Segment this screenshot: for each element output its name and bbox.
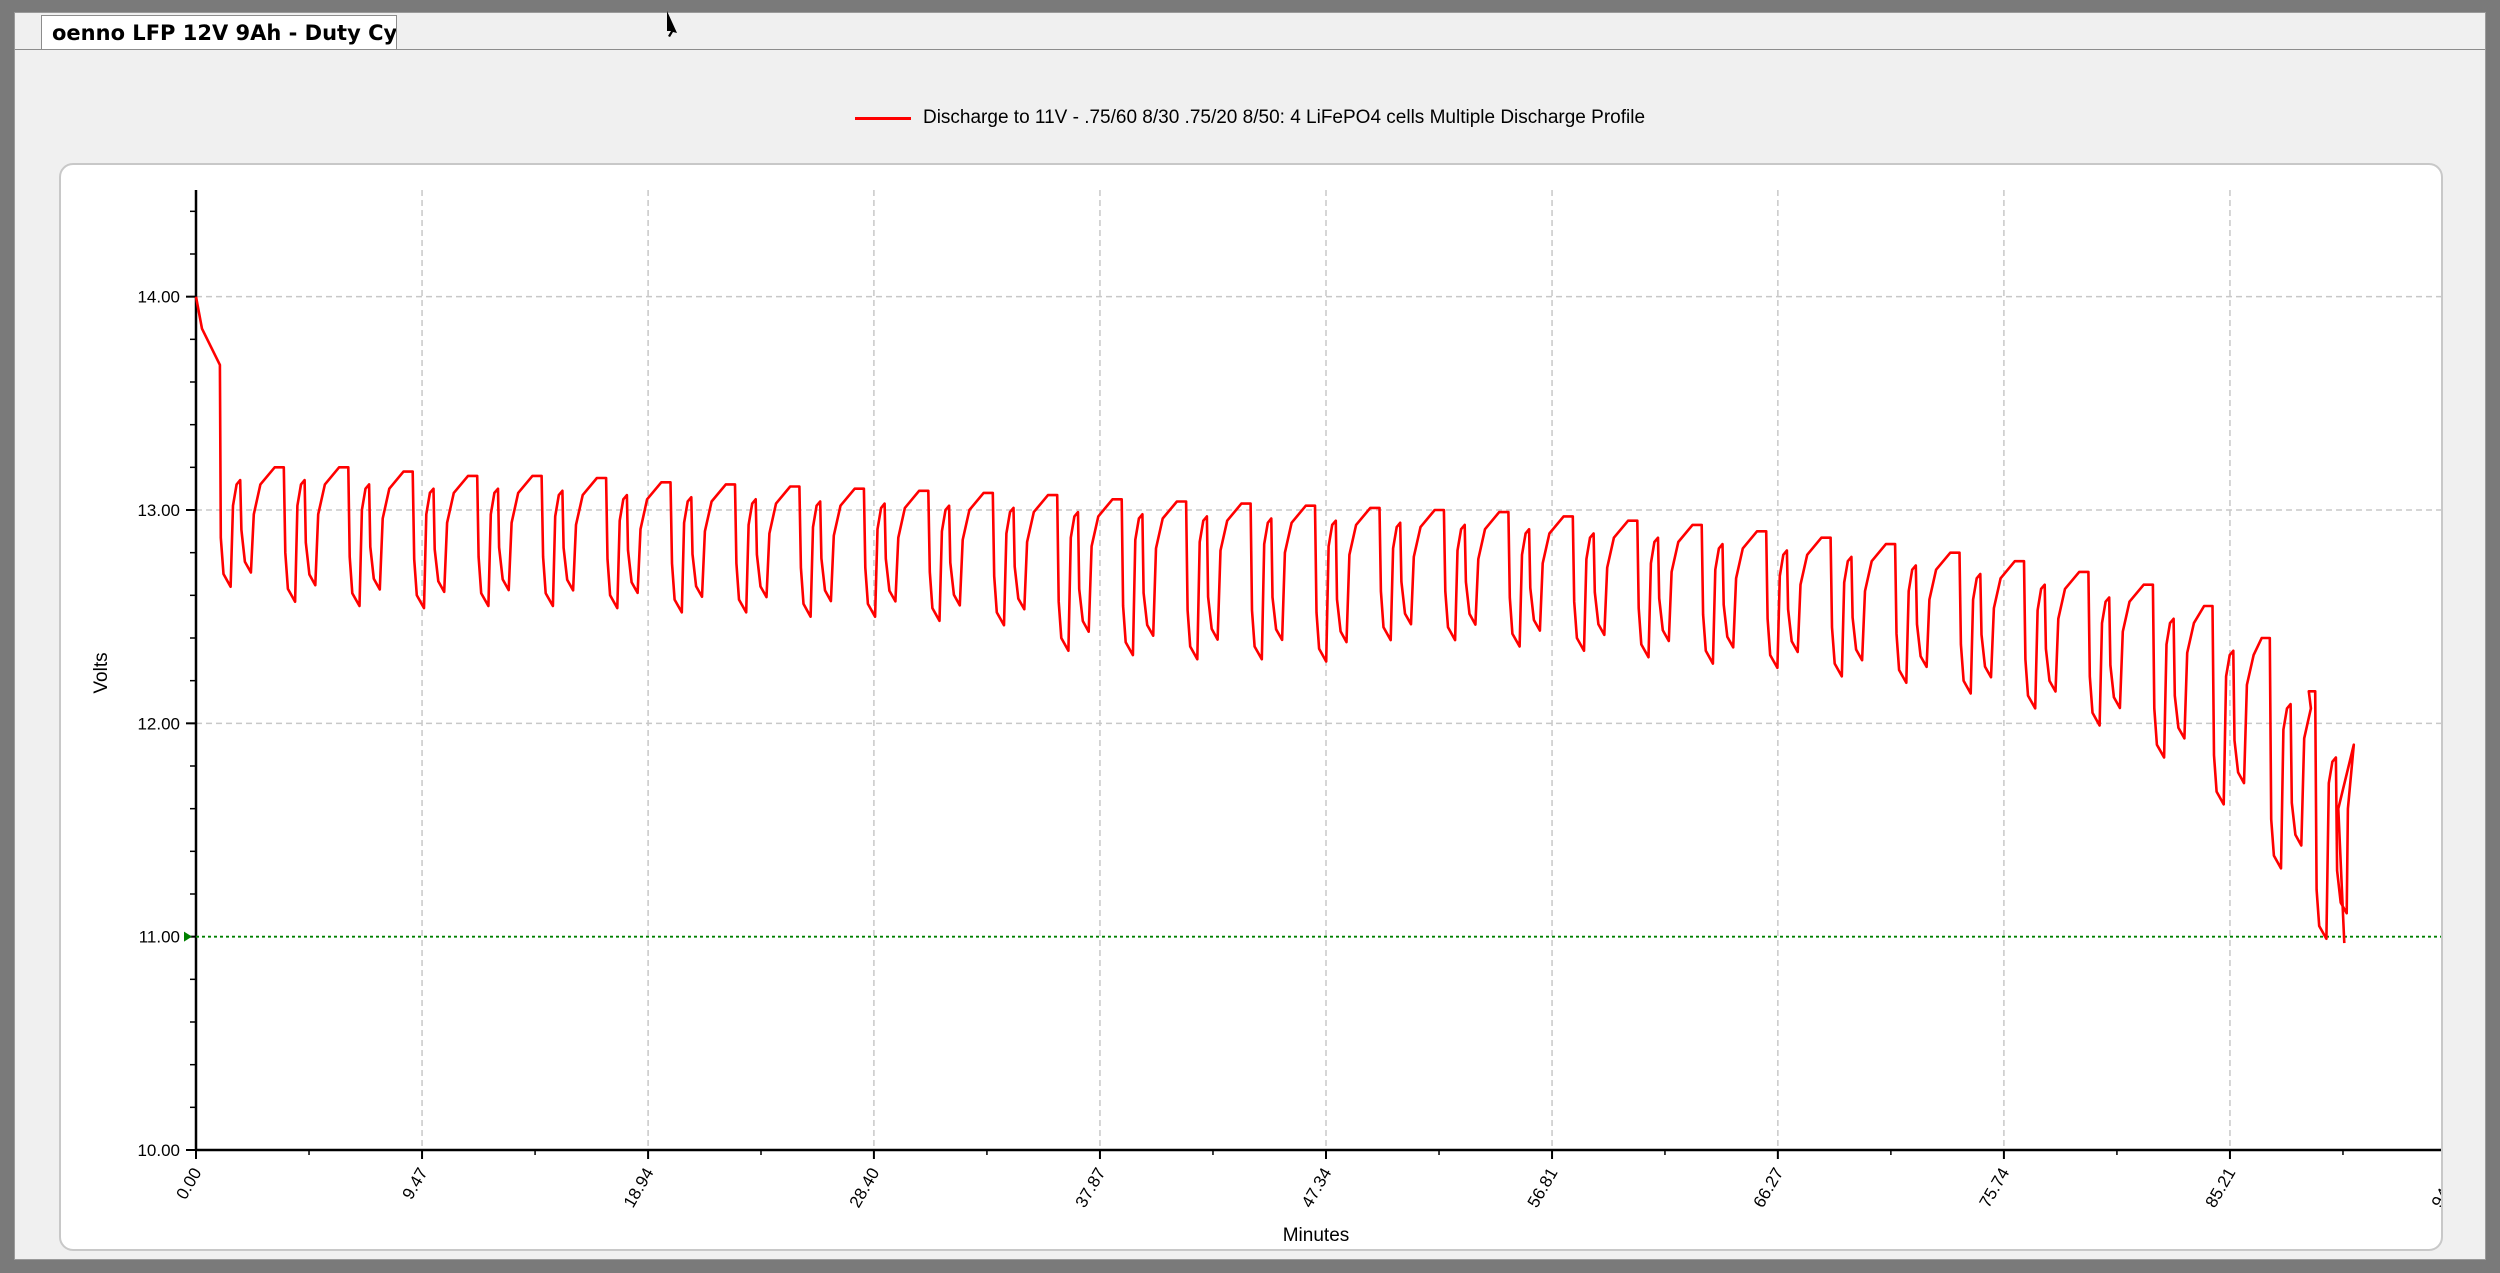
x-tick-label: 66.27 (1750, 1165, 1788, 1211)
x-tick-label: 0.00 (172, 1165, 205, 1203)
x-tick-label: 9.47 (399, 1165, 432, 1203)
axes (186, 190, 2457, 1159)
y-tick-label: 13.00 (137, 501, 180, 520)
x-tick-label: 85.21 (2202, 1165, 2240, 1211)
x-tick-label: 94.68 (2428, 1165, 2441, 1211)
series-layer (194, 296, 2356, 944)
y-tick-label: 14.00 (137, 288, 180, 307)
x-tick-label: 28.40 (846, 1165, 884, 1211)
cutoff-reference-line (184, 931, 2456, 942)
mouse-cursor-icon (667, 11, 677, 37)
chart-panel: 0.00 9.47 18.94 28.40 37.87 47.34 56.81 66.27 75… (59, 163, 2465, 1251)
app-window: oenno LFP 12V 9Ah - Duty Cycle.bt Discha… (14, 11, 2486, 1260)
cutoff-marker-icon (184, 931, 192, 942)
x-tick-label: 47.34 (1298, 1165, 1336, 1211)
x-axis-title: Minutes (1283, 1225, 1350, 1246)
tick-labels: 0.00 9.47 18.94 28.40 37.87 47.34 56.81 66.27 75… (137, 288, 2465, 1211)
discharge-series-line (194, 296, 2356, 944)
legend-swatch (854, 116, 911, 120)
y-axis-title: Volts (91, 652, 112, 693)
x-tick-label: 56.81 (1524, 1165, 1562, 1211)
y-tick-label: 10.00 (137, 1141, 180, 1160)
x-tick-label: 18.94 (620, 1165, 658, 1211)
x-tick-label: 75.74 (1976, 1165, 2014, 1211)
y-tick-label: 11.00 (139, 928, 180, 947)
chart-legend: Discharge to 11V - .75/60 8/30 .75/20 8/… (15, 103, 2485, 133)
x-tick-label: 37.87 (1072, 1165, 1110, 1211)
document-tab[interactable]: oenno LFP 12V 9Ah - Duty Cycle.bt (41, 15, 397, 49)
grid-lines (196, 190, 2457, 1150)
line-chart: 0.00 9.47 18.94 28.40 37.87 47.34 56.81 66.27 75… (91, 190, 2465, 1246)
y-tick-label: 12.00 (137, 714, 180, 733)
tab-strip-divider (15, 49, 2485, 50)
legend-series-label: Discharge to 11V - .75/60 8/30 .75/20 8/… (922, 107, 1646, 128)
